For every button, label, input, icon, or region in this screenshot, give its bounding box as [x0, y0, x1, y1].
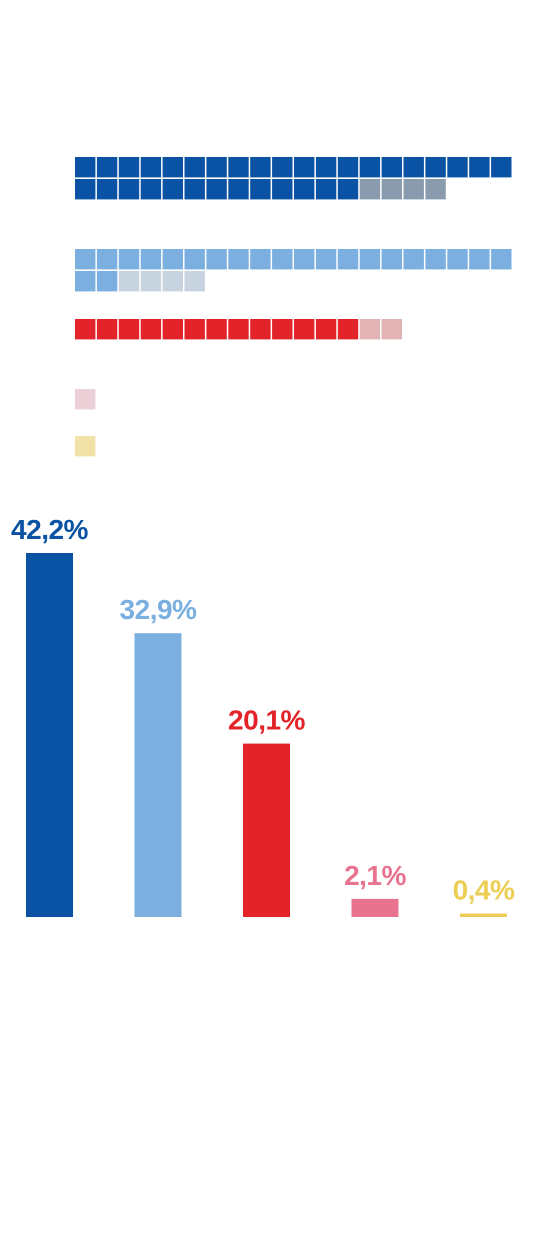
bar-2	[134, 633, 182, 917]
waffle-cell-empty	[75, 436, 96, 457]
waffle-cell-empty	[359, 319, 381, 340]
waffle-cell-filled	[403, 249, 424, 270]
seat-waffle-chart	[75, 157, 512, 457]
waffle-cell-empty	[75, 389, 96, 410]
bar-3-value-label: 20,1%	[228, 705, 305, 736]
waffle-cell-filled	[75, 319, 96, 340]
bar-5-value-label: 0,4%	[453, 875, 515, 906]
waffle-cell-filled	[315, 319, 337, 340]
bar-3	[243, 743, 290, 917]
waffle-cell-filled	[337, 157, 359, 178]
waffle-cell-filled	[75, 271, 96, 292]
waffle-cell-filled	[337, 249, 359, 270]
waffle-cell-filled	[250, 179, 271, 200]
waffle-cell-filled	[228, 319, 249, 340]
waffle-cell-filled	[315, 179, 337, 200]
waffle-cell-filled	[447, 157, 468, 178]
waffle-cell-empty	[381, 179, 402, 200]
waffle-cell-filled	[96, 271, 118, 292]
bar-4-value-label: 2,1%	[344, 860, 406, 891]
waffle-cell-empty	[381, 319, 402, 340]
waffle-cell-filled	[118, 319, 140, 340]
bar-5	[460, 913, 507, 917]
waffle-cell-filled	[228, 249, 249, 270]
waffle-cell-filled	[206, 179, 227, 200]
waffle-cell-filled	[96, 249, 118, 270]
waffle-cell-filled	[118, 179, 140, 200]
waffle-cell-filled	[315, 249, 337, 270]
waffle-cell-filled	[469, 157, 490, 178]
bar-1	[26, 553, 73, 917]
waffle-cell-filled	[294, 249, 315, 270]
waffle-cell-filled	[272, 249, 293, 270]
waffle-cell-filled	[118, 249, 140, 270]
waffle-cell-filled	[162, 179, 183, 200]
waffle-cell-filled	[469, 249, 490, 270]
waffle-cell-filled	[272, 319, 293, 340]
waffle-cell-filled	[294, 179, 315, 200]
waffle-cell-filled	[96, 319, 118, 340]
waffle-cell-filled	[337, 179, 359, 200]
waffle-cell-filled	[118, 157, 140, 178]
waffle-cell-filled	[140, 179, 162, 200]
waffle-cell-filled	[184, 249, 205, 270]
bar-2-value-label: 32,9%	[120, 594, 197, 625]
waffle-cell-filled	[140, 157, 162, 178]
waffle-cell-filled	[337, 319, 359, 340]
waffle-cell-filled	[403, 157, 424, 178]
waffle-cell-filled	[140, 319, 162, 340]
waffle-cell-filled	[381, 157, 402, 178]
waffle-cell-filled	[250, 249, 271, 270]
waffle-cell-filled	[359, 157, 381, 178]
waffle-cell-empty	[140, 271, 162, 292]
waffle-cell-empty	[403, 179, 424, 200]
waffle-cell-filled	[381, 249, 402, 270]
waffle-cell-filled	[425, 157, 446, 178]
waffle-cell-filled	[184, 157, 205, 178]
waffle-cell-filled	[491, 249, 512, 270]
waffle-cell-filled	[162, 319, 183, 340]
waffle-cell-filled	[250, 157, 271, 178]
waffle-cell-filled	[294, 157, 315, 178]
waffle-cell-empty	[162, 271, 183, 292]
waffle-cell-filled	[75, 157, 96, 178]
waffle-cell-filled	[359, 249, 381, 270]
waffle-cell-filled	[228, 179, 249, 200]
waffle-cell-filled	[206, 157, 227, 178]
waffle-cell-filled	[184, 179, 205, 200]
waffle-cell-filled	[96, 179, 118, 200]
waffle-cell-filled	[206, 249, 227, 270]
waffle-cell-empty	[118, 271, 140, 292]
waffle-cell-empty	[425, 179, 446, 200]
waffle-cell-filled	[294, 319, 315, 340]
waffle-cell-empty	[184, 271, 205, 292]
waffle-cell-filled	[162, 249, 183, 270]
waffle-cell-filled	[447, 249, 468, 270]
waffle-cell-filled	[184, 319, 205, 340]
bar-1-value-label: 42,2%	[11, 514, 88, 545]
waffle-cell-filled	[491, 157, 512, 178]
waffle-cell-filled	[315, 157, 337, 178]
waffle-cell-filled	[272, 179, 293, 200]
waffle-cell-filled	[75, 179, 96, 200]
waffle-cell-filled	[96, 157, 118, 178]
waffle-cell-filled	[140, 249, 162, 270]
waffle-cell-filled	[272, 157, 293, 178]
waffle-cell-empty	[359, 179, 381, 200]
waffle-cell-filled	[228, 157, 249, 178]
waffle-cell-filled	[425, 249, 446, 270]
waffle-cell-filled	[250, 319, 271, 340]
waffle-cell-filled	[206, 319, 227, 340]
waffle-cell-filled	[162, 157, 183, 178]
bar-4	[351, 898, 399, 917]
waffle-cell-filled	[75, 249, 96, 270]
